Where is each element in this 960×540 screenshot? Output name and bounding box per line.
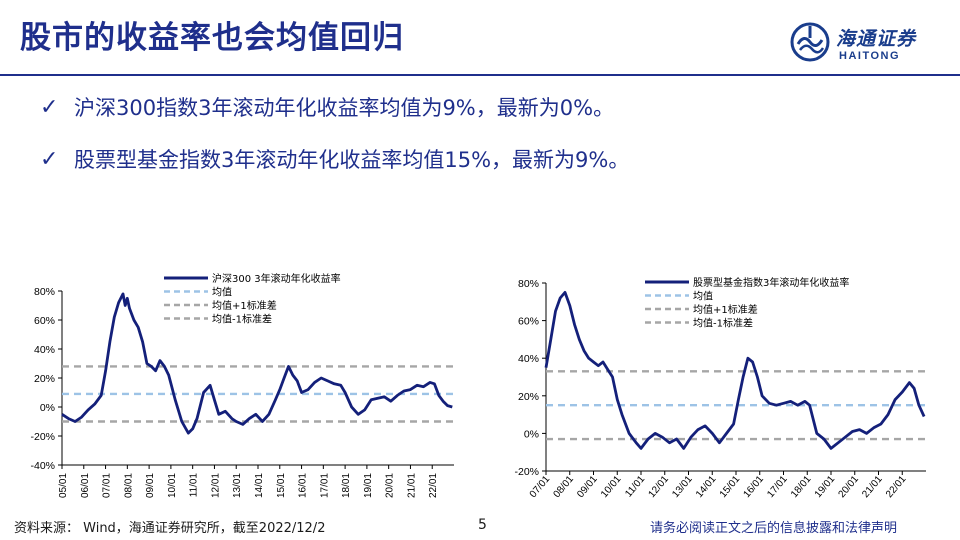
x-tick-label: 12/01: [647, 474, 672, 501]
equity-fund-rolling-return-chart: 80% 60% 40% 20% 0% -20% 07/01 08/01 09/01 10/01 11…: [500, 268, 955, 520]
legend-label: 均值+1标准差: [212, 299, 277, 312]
x-tick-label: 05/01: [58, 473, 69, 498]
legend-label: 股票型基金指数3年滚动年化收益率: [693, 276, 849, 289]
series-line: [544, 290, 926, 450]
y-tick-label: 80%: [34, 286, 55, 298]
x-tick-label: 19/01: [363, 473, 374, 498]
page-number: 5: [478, 517, 487, 533]
x-tick-label: 09/01: [575, 474, 600, 501]
bullet-1: ✓ 沪深300指数3年滚动年化收益率均值为9%，最新为0%。: [40, 92, 614, 122]
haitong-logo: 海通证券 HAITONG: [790, 18, 940, 66]
x-tick-label: 07/01: [102, 473, 113, 498]
x-tick-label: 21/01: [406, 473, 417, 498]
x-tick-label: 22/01: [884, 474, 909, 501]
x-tick-label: 16/01: [298, 473, 309, 498]
y-tick-label: 60%: [34, 315, 55, 327]
x-tick-label: 13/01: [670, 474, 695, 501]
x-tick-label: 16/01: [742, 474, 767, 501]
source-note: 资料来源： Wind，海通证券研究所，截至2022/12/2: [14, 521, 326, 536]
y-tick-label: 0%: [524, 428, 539, 440]
x-tick-label: 10/01: [599, 474, 624, 501]
x-tick-label: 10/01: [167, 473, 178, 498]
y-tick-label: -40%: [30, 460, 55, 472]
x-tick-label: 15/01: [718, 474, 743, 501]
haitong-logo-icon: [790, 22, 830, 62]
x-tick-label: 18/01: [789, 474, 814, 501]
y-tick-label: -20%: [514, 466, 539, 478]
x-tick-label: 11/01: [189, 473, 200, 498]
y-tick-label: 20%: [34, 373, 55, 385]
x-tick-label: 15/01: [276, 473, 287, 498]
page-title: 股市的收益率也会均值回归: [20, 20, 404, 56]
y-tick-label: 80%: [518, 278, 539, 290]
x-tick-label: 17/01: [765, 474, 790, 501]
x-tick-label: 17/01: [319, 473, 330, 498]
y-tick-label: 0%: [40, 402, 55, 414]
x-tick-label: 20/01: [385, 473, 396, 498]
legend-label: 均值-1标准差: [693, 317, 753, 330]
x-tick-label: 18/01: [341, 473, 352, 498]
bullet-2-text: 股票型基金指数3年滚动年化收益率均值15%，最新为9%。: [74, 148, 630, 172]
x-tick-label: 12/01: [210, 473, 221, 498]
y-tick-label: 40%: [518, 353, 539, 365]
x-tick-label: 22/01: [428, 473, 439, 498]
x-tick-label: 06/01: [80, 473, 91, 498]
legend-label: 均值: [693, 290, 713, 303]
x-tick-label: 14/01: [254, 473, 265, 498]
legend-label: 沪深300 3年滚动年化收益率: [212, 272, 341, 285]
bullet-1-text: 沪深300指数3年滚动年化收益率均值为9%，最新为0%。: [74, 96, 615, 120]
chart-svg: 80%60%40%20%0%-20%07/01 08/01 09/01 10/01 11…: [514, 276, 926, 501]
legend-label: 均值+1标准差: [693, 303, 758, 316]
x-tick-label: 21/01: [860, 474, 885, 501]
x-tick-label: 11/01: [623, 474, 647, 500]
hs300-rolling-return-chart: 80% 60% 40% 20% 0% -20% -40% 05/01 06/01 07/01 08/…: [4, 268, 464, 520]
x-tick-label: 08/01: [123, 473, 134, 498]
x-tick-label: 20/01: [837, 474, 862, 501]
legend-label: 均值-1标准差: [212, 313, 272, 326]
x-tick-label: 14/01: [694, 474, 719, 501]
bullet-2: ✓ 股票型基金指数3年滚动年化收益率均值15%，最新为9%。: [40, 144, 629, 174]
logo-en-text: HAITONG: [839, 50, 901, 62]
x-tick-label: 19/01: [813, 474, 838, 501]
legend-label: 均值: [212, 286, 232, 299]
y-tick-label: 20%: [518, 391, 539, 403]
checkmark-icon: ✓: [40, 94, 59, 120]
checkmark-icon: ✓: [40, 146, 59, 172]
x-tick-label: 13/01: [232, 473, 243, 498]
title-divider: [0, 74, 960, 76]
x-tick-label: 08/01: [552, 474, 577, 501]
series-line: [61, 292, 453, 435]
x-tick-label: 09/01: [145, 473, 156, 498]
chart-svg: 80% 60% 40% 20% 0% -20% -40%05/01 06/01 07/01 08/…: [30, 272, 454, 498]
y-tick-label: -20%: [30, 431, 55, 443]
y-tick-label: 60%: [518, 316, 539, 328]
y-tick-label: 40%: [34, 344, 55, 356]
logo-cn-text: 海通证券: [836, 28, 917, 50]
disclaimer: 请务必阅读正文之后的信息披露和法律声明: [650, 521, 898, 536]
